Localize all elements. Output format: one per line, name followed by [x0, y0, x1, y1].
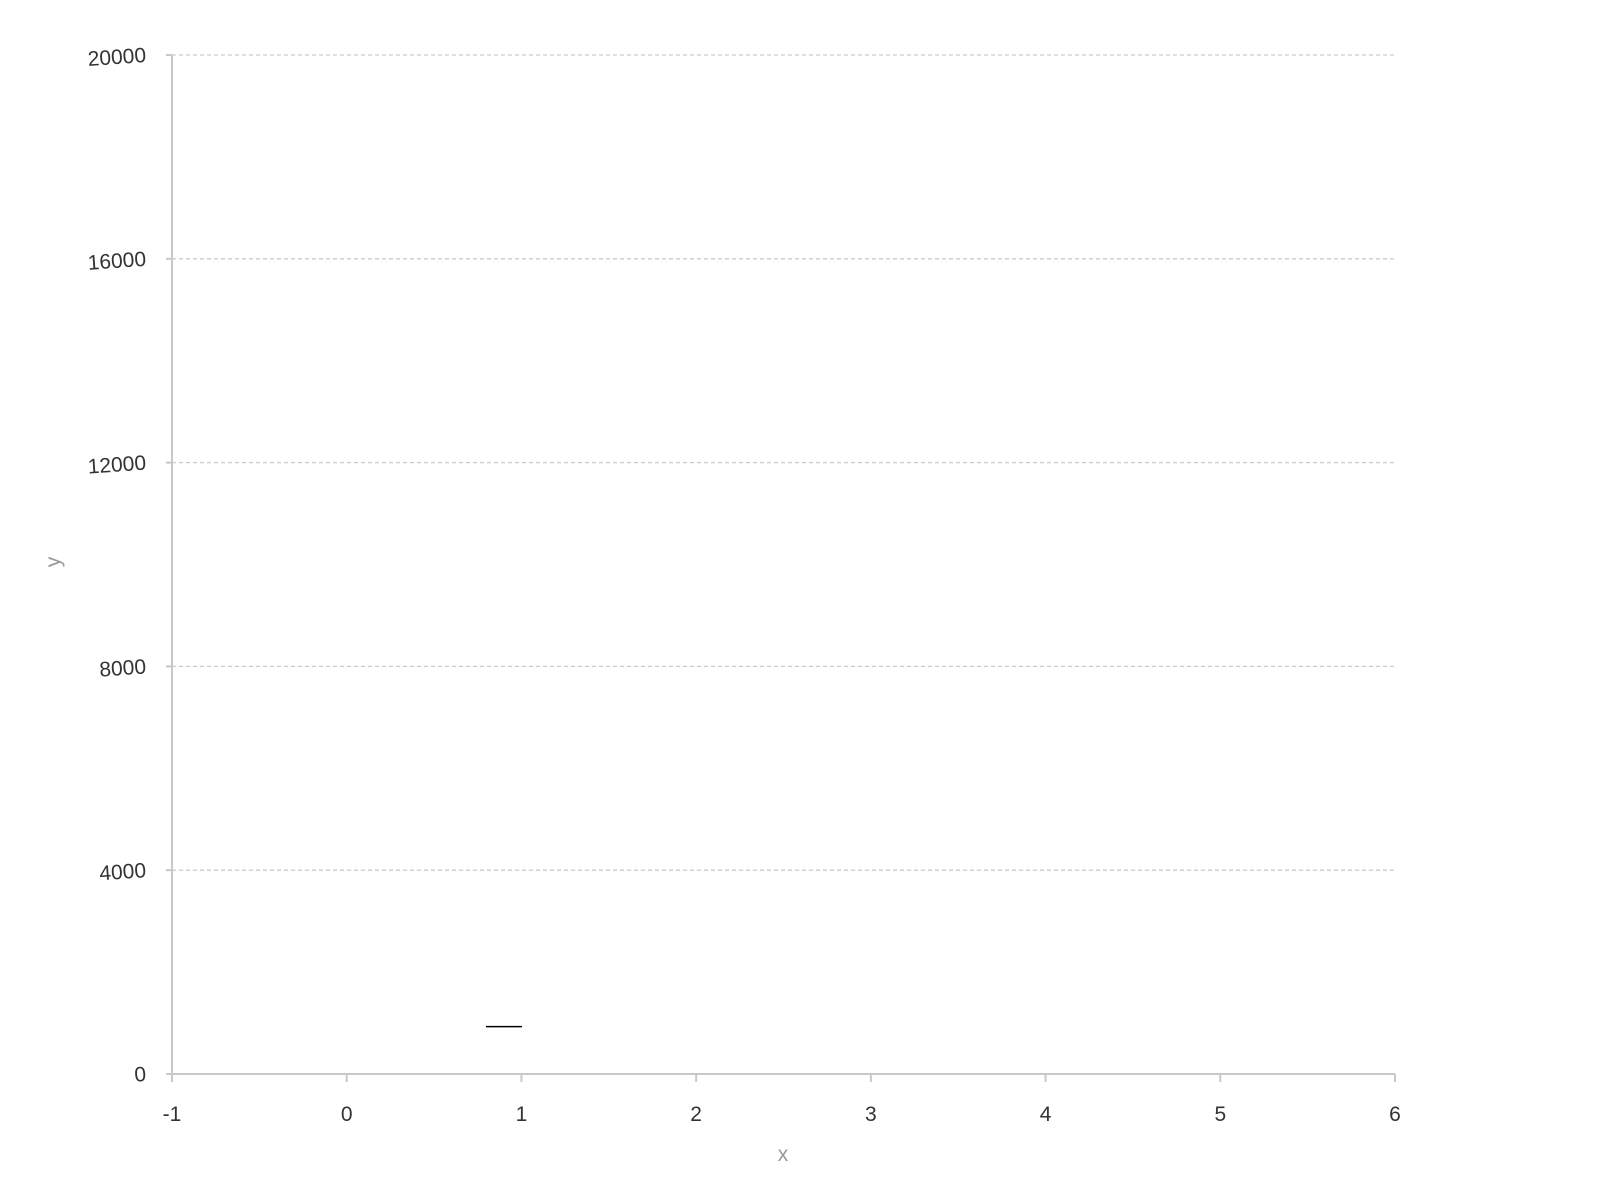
x-tick-label: 6 [1389, 1103, 1401, 1126]
x-tick-label: 4 [1040, 1103, 1052, 1126]
y-tick-label: 20000 [87, 44, 147, 71]
x-tick-label: 2 [690, 1103, 702, 1126]
x-tick-label: 0 [341, 1103, 353, 1126]
y-axis-title: y [42, 556, 65, 567]
axis-layer [166, 54, 1396, 1082]
y-tick-label: 16000 [87, 248, 147, 275]
x-tick-label: -1 [163, 1103, 182, 1126]
y-tick-label: 12000 [87, 452, 147, 479]
y-tick-label: 8000 [99, 655, 147, 681]
y-tick-label: 0 [134, 1063, 147, 1087]
y-tick-label: 4000 [99, 859, 147, 885]
label-layer: x y 0 4000 8000 12000 16000 20000 -1 0 1 2 3 4 5 6 [42, 44, 1401, 1166]
x-axis-title: x [778, 1143, 789, 1166]
x-tick-label: 1 [516, 1103, 528, 1126]
grid-layer [172, 54, 1395, 871]
x-tick-label: 5 [1214, 1103, 1226, 1126]
x-tick-label: 3 [865, 1103, 877, 1126]
